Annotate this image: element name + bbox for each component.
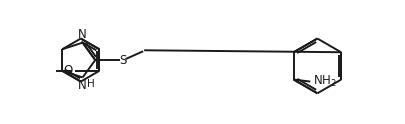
Text: O: O bbox=[64, 64, 73, 77]
Text: N: N bbox=[78, 28, 87, 41]
Text: H: H bbox=[86, 79, 94, 89]
Text: NH$_2$: NH$_2$ bbox=[312, 74, 336, 89]
Text: N: N bbox=[78, 79, 87, 92]
Text: S: S bbox=[119, 54, 126, 67]
